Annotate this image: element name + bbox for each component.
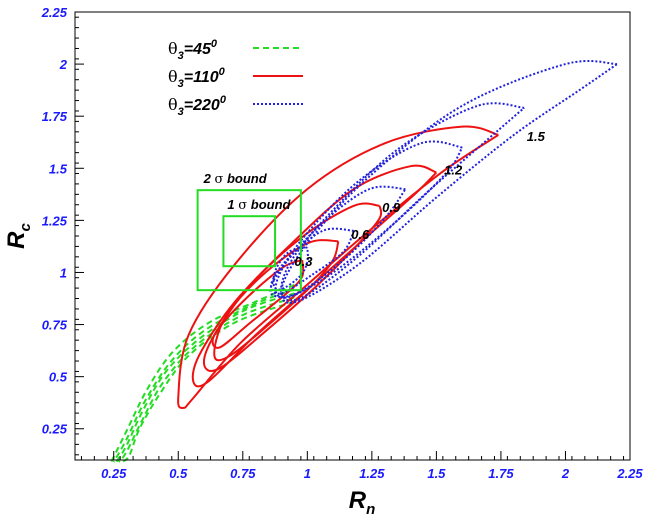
contour-line-series-1 — [118, 296, 295, 463]
sigma-bounds: 2 σ bound 1 σ bound — [196, 171, 302, 292]
x-axis: 0.25 0.5 0.75 1 1.25 1.5 1.75 2 2.25 — [80, 451, 643, 481]
legend-entry-label: θ3=450 — [168, 38, 218, 62]
y-tick-label: 2.25 — [41, 5, 68, 20]
contour-value-label: 0.9 — [382, 200, 401, 215]
contour-line-series-2 — [177, 125, 499, 409]
x-tick-label: 1.25 — [359, 466, 385, 481]
x-tick-label: 2.25 — [616, 466, 643, 481]
x-tick-label: 1 — [304, 466, 311, 481]
x-axis-label: Rn — [349, 487, 376, 518]
contour-line-series-2 — [211, 259, 305, 349]
x-tick-label: 1.5 — [427, 466, 446, 481]
y-tick-label: 2 — [59, 57, 68, 72]
y-tick-label: 1.75 — [42, 109, 68, 124]
x-tick-label: 1.75 — [488, 466, 514, 481]
y-tick-label: 0.25 — [42, 422, 68, 437]
legend: θ3=450 θ3=1100 θ3=2200 — [168, 38, 303, 118]
contour-line-series-1 — [115, 292, 295, 463]
y-tick-label: 1.5 — [49, 161, 68, 176]
sigma-bound-box — [222, 215, 277, 268]
y-tick-label: 1.25 — [42, 213, 68, 228]
y-tick-label: 1 — [60, 265, 67, 280]
y-axis-label: Rc — [3, 223, 34, 249]
x-tick-label: 0.25 — [101, 466, 127, 481]
sigma-bound-label: 2 σ bound — [203, 171, 268, 187]
contour-line-series-3 — [280, 60, 618, 304]
x-tick-label: 2 — [561, 466, 570, 481]
contour-value-label: 0.3 — [294, 254, 313, 269]
x-tick-label: 0.75 — [230, 466, 256, 481]
contour-curves — [110, 60, 618, 463]
contour-value-label: 1.2 — [444, 163, 463, 178]
contour-line-series-1 — [110, 284, 295, 463]
sigma-bound-box — [196, 189, 302, 292]
sigma-bound-label: 1 σ bound — [227, 197, 291, 213]
y-axis: 0.25 0.5 0.75 1 1.25 1.5 1.75 2 2.25 — [41, 5, 84, 456]
y-tick-label: 0.75 — [42, 318, 68, 333]
contour-line-series-1 — [120, 300, 295, 463]
legend-entry-label: θ3=1100 — [168, 66, 226, 90]
y-tick-label: 0.5 — [49, 370, 68, 385]
contour-line-series-1 — [112, 288, 295, 463]
contour-annotations: 0.3 0.6 0.9 1.2 1.5 — [294, 129, 545, 269]
legend-entry-label: θ3=2200 — [168, 94, 227, 118]
contour-line-series-3 — [280, 102, 525, 302]
contour-value-label: 1.5 — [527, 129, 546, 144]
contour-line-series-2 — [213, 239, 340, 362]
x-tick-label: 0.5 — [169, 466, 188, 481]
contour-value-label: 0.6 — [351, 227, 370, 242]
